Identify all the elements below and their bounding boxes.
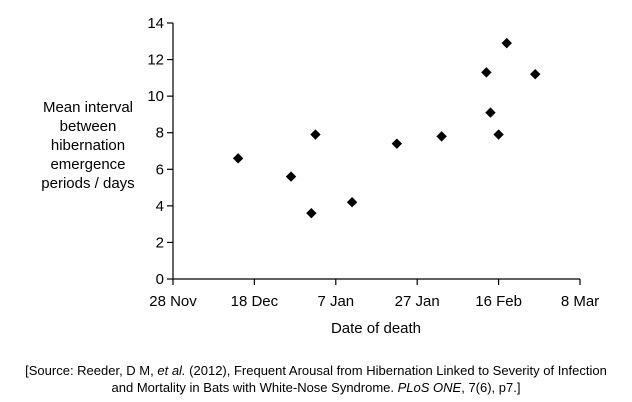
x-tick-label: 18 Dec xyxy=(231,293,279,310)
source-line-1: [Source: Reeder, D M, et al. (2012), Fre… xyxy=(0,362,632,379)
source-text: [Source: Reeder, D M, xyxy=(25,363,158,378)
data-point-diamond xyxy=(310,129,321,140)
x-tick-label: 16 Feb xyxy=(475,293,522,310)
y-tick-label: 12 xyxy=(147,52,164,69)
data-point-diamond xyxy=(391,138,403,149)
data-point-diamond xyxy=(501,37,512,49)
source-citation: [Source: Reeder, D M, et al. (2012), Fre… xyxy=(0,362,632,396)
y-axis-label-line: Mean interval xyxy=(42,99,134,116)
x-axis-label: Date of death xyxy=(330,320,422,337)
y-tick-label: 0 xyxy=(156,271,164,288)
y-tick-label: 8 xyxy=(156,125,164,142)
data-point-diamond xyxy=(493,129,504,140)
y-axis-label-line: between xyxy=(59,118,117,135)
y-tick-label: 6 xyxy=(156,161,164,178)
source-italic-text: et al. xyxy=(157,363,186,378)
y-axis-label: Mean interval between hibernation emerge… xyxy=(8,98,168,193)
source-text: and Mortality in Bats with White-Nose Sy… xyxy=(111,380,398,395)
data-point-diamond xyxy=(346,197,358,208)
y-tick-label: 4 xyxy=(156,198,164,215)
x-tick-label: 27 Jan xyxy=(395,293,440,310)
x-tick-label: 28 Nov xyxy=(149,293,197,310)
data-point-diamond xyxy=(285,171,297,182)
source-text: , 7(6), p7.] xyxy=(461,380,521,395)
y-tick-label: 2 xyxy=(156,234,164,251)
x-tick-label: 7 Jan xyxy=(317,293,354,310)
x-tick-label: 8 Mar xyxy=(561,293,599,310)
data-point-diamond xyxy=(485,107,496,118)
data-point-diamond xyxy=(481,67,492,78)
y-axis-label-line: emergence xyxy=(50,156,126,173)
y-axis-label-line: periods / days xyxy=(41,175,135,192)
source-text: (2012), Frequent Arousal from Hibernatio… xyxy=(185,363,607,378)
y-axis-label-line: hibernation xyxy=(50,137,126,154)
data-point-diamond xyxy=(232,153,244,164)
source-line-2: and Mortality in Bats with White-Nose Sy… xyxy=(0,379,632,396)
data-point-diamond xyxy=(530,69,541,80)
y-tick-label: 10 xyxy=(147,88,164,105)
data-point-diamond xyxy=(436,131,447,142)
scatter-chart: 0 2 4 6 8 10 12 14 28 Nov 18 Dec 7 Jan 27 Jan 16 Feb… xyxy=(147,15,599,310)
data-point-diamond xyxy=(306,207,317,219)
y-tick-label: 14 xyxy=(147,15,164,32)
source-italic-text: PLoS ONE xyxy=(397,380,462,395)
